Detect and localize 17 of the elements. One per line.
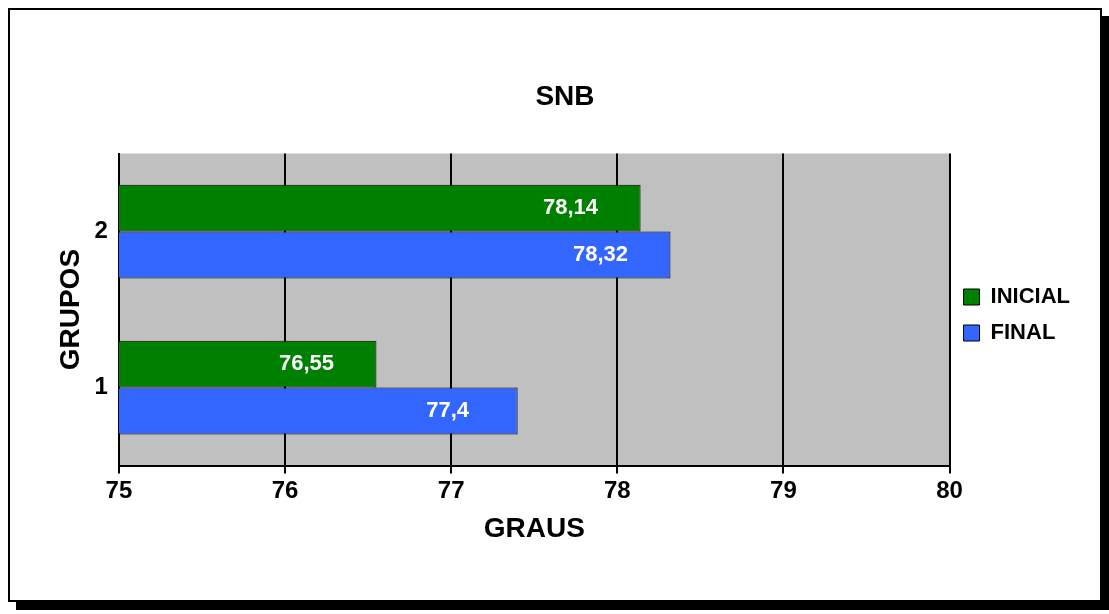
data-label: 78,32	[572, 241, 629, 267]
data-label: 78,14	[543, 194, 599, 220]
chart-title: SNB	[535, 79, 595, 111]
x-tick-label: 77	[437, 475, 465, 503]
y-axis-title: GRUPOS	[53, 248, 85, 371]
x-tick-label: 79	[770, 475, 797, 503]
legend-label: FINAL	[990, 319, 1056, 345]
x-tick-label: 80	[936, 475, 963, 503]
x-axis-title: GRAUS	[483, 511, 585, 543]
x-tick-label: 78	[603, 475, 631, 503]
data-label: 77,4	[426, 397, 470, 423]
data-label: 76,55	[278, 350, 334, 376]
x-tick-label: 76	[271, 475, 299, 503]
y-tick-label: 2	[94, 216, 108, 244]
y-tick-label: 1	[94, 372, 108, 400]
legend-label: INICIAL	[990, 283, 1071, 309]
x-tick-label: 75	[105, 475, 133, 503]
